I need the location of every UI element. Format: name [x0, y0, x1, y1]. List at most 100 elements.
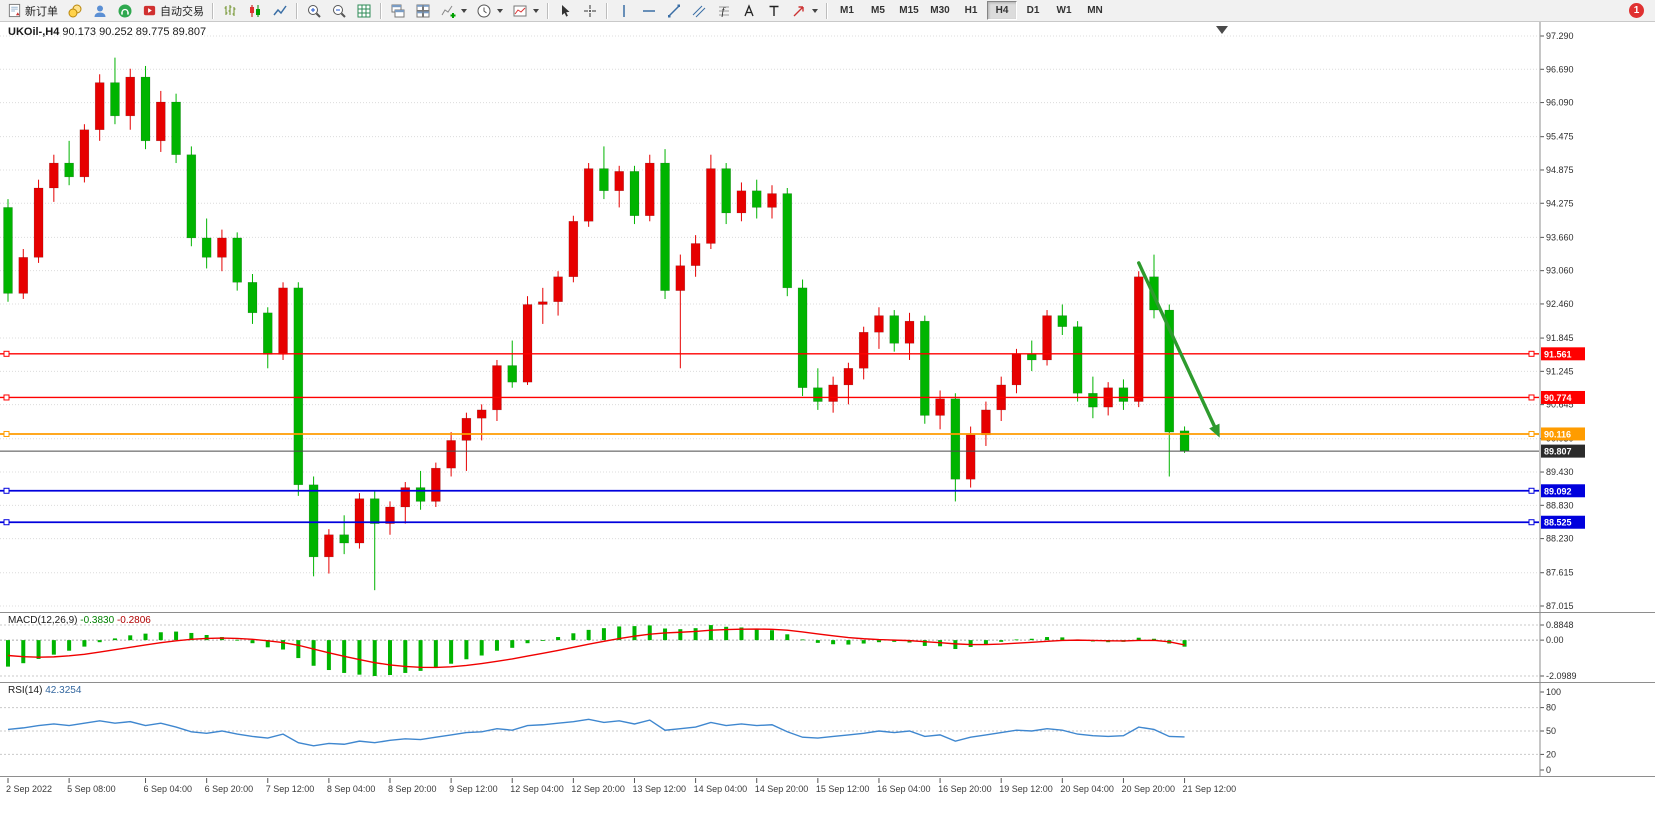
svg-text:96.690: 96.690	[1546, 64, 1574, 74]
hline-91.561[interactable]	[0, 350, 1539, 357]
svg-text:0: 0	[1546, 765, 1551, 775]
market-watch-button[interactable]	[63, 0, 87, 22]
zoom-in-icon	[306, 3, 322, 19]
timeframe-h4-button[interactable]: H4	[987, 1, 1017, 20]
svg-text:21 Sep 12:00: 21 Sep 12:00	[1183, 784, 1237, 794]
crosshair-button[interactable]	[578, 0, 602, 22]
hline-90.774[interactable]	[0, 394, 1539, 401]
timeframe-toolbar: M1 M5 M15 M30 H1 H4 D1 W1 MN	[832, 1, 1110, 20]
shapes-button[interactable]	[787, 0, 822, 22]
indicators-button[interactable]	[436, 0, 471, 22]
svg-text:8 Sep 20:00: 8 Sep 20:00	[388, 784, 437, 794]
price-tag-89.092: 89.092	[1541, 484, 1585, 498]
grid-button[interactable]	[352, 0, 376, 22]
macd-main-value: -0.3830	[80, 615, 115, 626]
svg-text:16 Sep 04:00: 16 Sep 04:00	[877, 784, 931, 794]
svg-text:89.807: 89.807	[1544, 447, 1572, 457]
toolbar-separator	[606, 2, 608, 19]
line-chart-button[interactable]	[268, 0, 292, 22]
horizontal-line-button[interactable]	[637, 0, 661, 22]
timeframe-m1-button[interactable]: M1	[840, 5, 854, 16]
timeframe-mn-button[interactable]: MN	[1087, 5, 1103, 16]
svg-text:15 Sep 12:00: 15 Sep 12:00	[816, 784, 870, 794]
svg-text:87.615: 87.615	[1546, 568, 1574, 578]
cascade-windows-button[interactable]	[386, 0, 410, 22]
channel-button[interactable]	[687, 0, 711, 22]
text-button[interactable]	[737, 0, 761, 22]
price-tag-90.116: 90.116	[1541, 427, 1585, 441]
trend-arrow-annotation[interactable]	[1137, 261, 1220, 438]
autotrading-button[interactable]: 自动交易	[138, 0, 208, 22]
trendline-button[interactable]	[662, 0, 686, 22]
svg-text:16 Sep 20:00: 16 Sep 20:00	[938, 784, 992, 794]
svg-text:13 Sep 12:00: 13 Sep 12:00	[632, 784, 686, 794]
chart-shift-marker[interactable]	[1216, 26, 1228, 34]
rsi-value: 42.3254	[45, 685, 82, 696]
rsi-name: RSI(14)	[8, 685, 43, 696]
svg-text:5 Sep 08:00: 5 Sep 08:00	[67, 784, 116, 794]
svg-text:6 Sep 04:00: 6 Sep 04:00	[144, 784, 193, 794]
zoom-out-button[interactable]	[327, 0, 351, 22]
timeframe-d1-button[interactable]: D1	[1026, 5, 1040, 16]
timeframe-m5-button[interactable]: M5	[871, 5, 885, 16]
svg-text:93.660: 93.660	[1546, 232, 1574, 242]
hline-88.525[interactable]	[0, 519, 1539, 526]
rsi-line	[7, 718, 1185, 747]
panel-separators	[0, 22, 1655, 778]
macd-indicator-header: MACD(12,26,9) -0.3830 -0.2806	[8, 615, 151, 626]
fibonacci-icon: f	[716, 3, 732, 19]
timeframe-m30-button[interactable]: M30	[930, 5, 950, 16]
svg-text:93.060: 93.060	[1546, 266, 1574, 276]
bar-chart-button[interactable]	[218, 0, 242, 22]
svg-text:20: 20	[1546, 749, 1556, 759]
svg-text:6 Sep 20:00: 6 Sep 20:00	[205, 784, 254, 794]
indicators-icon	[440, 3, 456, 19]
macd-panel: 0.8848 0.00 -2.0989	[0, 620, 1577, 681]
toolbar-separator	[296, 2, 298, 19]
macd-histogram	[6, 625, 1187, 677]
candlestick-chart-button[interactable]	[243, 0, 267, 22]
profile-button[interactable]	[88, 0, 112, 22]
fibonacci-button[interactable]: f	[712, 0, 736, 22]
hline-89.092[interactable]	[0, 487, 1539, 494]
notification-badge[interactable]: 1	[1629, 3, 1644, 18]
templates-icon	[512, 3, 528, 19]
svg-text:96.090: 96.090	[1546, 98, 1574, 108]
candles	[3, 57, 1190, 591]
price-scale[interactable]: 97.290 96.690 96.090 95.475 94.875 94.275 93.6…	[1540, 31, 1574, 611]
text-icon	[741, 3, 757, 19]
chart-title-bar: UKOil-,H4 90.173 90.252 89.775 89.807	[8, 26, 206, 38]
rsi-indicator-header: RSI(14) 42.3254	[8, 685, 81, 696]
label-button[interactable]	[762, 0, 786, 22]
trendline-icon	[666, 3, 682, 19]
templates-button[interactable]	[508, 0, 543, 22]
tile-windows-icon	[415, 3, 431, 19]
time-axis[interactable]: 2 Sep 2022 5 Sep 08:00 6 Sep 04:00 6 Sep 20…	[6, 778, 1236, 794]
shapes-icon	[791, 3, 807, 19]
cursor-icon	[557, 3, 573, 19]
price-tag-91.561: 91.561	[1541, 347, 1585, 361]
shapes-dropdown-caret	[812, 8, 818, 13]
zoom-in-button[interactable]	[302, 0, 326, 22]
toolbar: 新订单 自动交易 f	[0, 0, 1655, 22]
cursor-button[interactable]	[553, 0, 577, 22]
svg-text:2 Sep 2022: 2 Sep 2022	[6, 784, 52, 794]
price-tag-88.525: 88.525	[1541, 515, 1585, 529]
tile-windows-button[interactable]	[411, 0, 435, 22]
svg-text:20 Sep 20:00: 20 Sep 20:00	[1121, 784, 1175, 794]
candlestick-chart-icon	[247, 3, 263, 19]
toolbar-separator	[826, 2, 828, 19]
new-order-button[interactable]: 新订单	[3, 0, 62, 22]
timeframe-h1-button[interactable]: H1	[964, 5, 978, 16]
periods-button[interactable]	[472, 0, 507, 22]
new-order-icon	[7, 3, 22, 18]
support-button[interactable]	[113, 0, 137, 22]
timeframe-w1-button[interactable]: W1	[1056, 5, 1072, 16]
periods-dropdown-caret	[497, 8, 503, 13]
svg-text:89.430: 89.430	[1546, 467, 1574, 477]
hline-90.116[interactable]	[0, 430, 1539, 437]
vertical-line-button[interactable]	[612, 0, 636, 22]
timeframe-m15-button[interactable]: M15	[899, 5, 919, 16]
